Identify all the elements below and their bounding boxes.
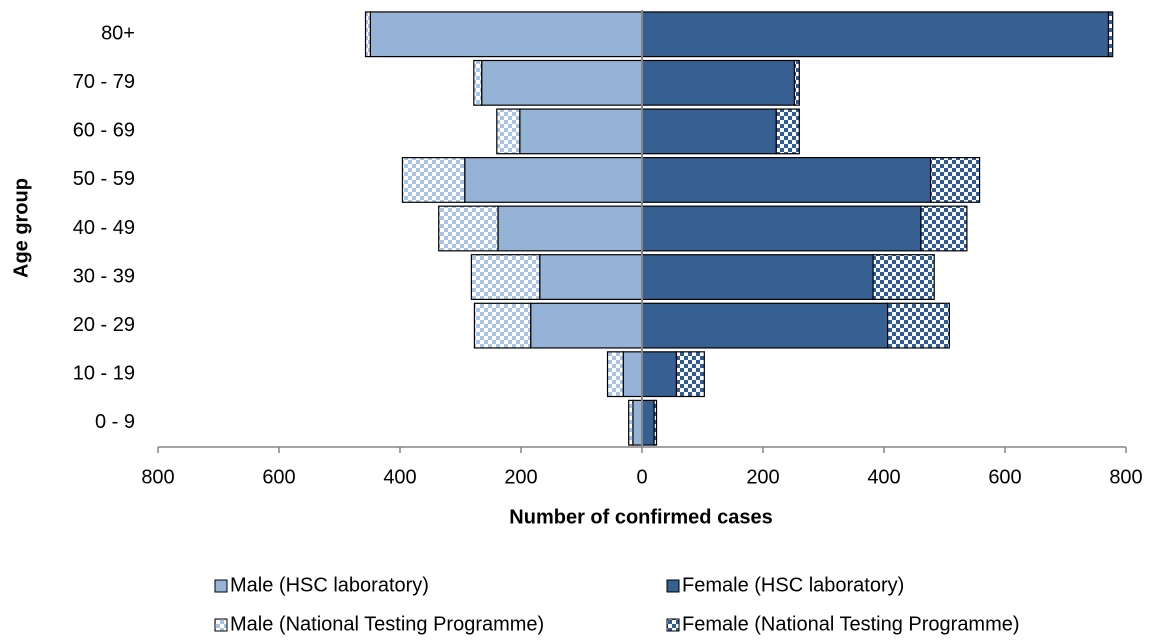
bar [775, 108, 800, 155]
bar [628, 399, 634, 446]
y-tick-label: 80+ [101, 23, 135, 45]
bar [497, 205, 643, 252]
legend-swatch [214, 618, 228, 632]
y-tick-label: 70 - 79 [73, 71, 135, 93]
bar [622, 351, 643, 398]
bar [369, 11, 643, 58]
legend-label: Female (HSC laboratory) [682, 574, 904, 596]
bar [530, 302, 643, 349]
bar [929, 157, 981, 203]
legend-swatch [666, 618, 680, 632]
bar [641, 59, 796, 106]
bar [641, 205, 922, 252]
x-axis-title: Number of confirmed cases [509, 506, 772, 528]
legend-label: Male (HSC laboratory) [230, 574, 429, 596]
bar [464, 157, 643, 203]
bar [1107, 11, 1114, 58]
bar [641, 351, 678, 398]
bar [641, 157, 932, 203]
x-tick-label: 800 [141, 466, 174, 488]
bar [470, 254, 541, 300]
bar [606, 351, 624, 398]
bar [473, 59, 483, 106]
bar [793, 59, 800, 106]
legend-label: Female (National Testing Programme) [682, 613, 1020, 635]
bar [675, 351, 705, 398]
x-tick-label: 600 [988, 466, 1021, 488]
x-tick-label: 400 [383, 466, 416, 488]
y-tick-label: 40 - 49 [73, 217, 135, 239]
bar [401, 157, 466, 203]
x-tick-label: 400 [867, 466, 900, 488]
bar [641, 302, 889, 349]
x-tick-label: 200 [504, 466, 537, 488]
bar [641, 254, 874, 300]
x-tick-label: 800 [1109, 466, 1142, 488]
bar [364, 11, 371, 58]
bar [473, 302, 532, 349]
y-tick-label: 60 - 69 [73, 120, 135, 142]
x-tick-label: 200 [746, 466, 779, 488]
bar [632, 399, 643, 446]
bar [481, 59, 643, 106]
bar [438, 205, 499, 252]
y-axis-title: Age group [10, 178, 32, 278]
bar [872, 254, 935, 300]
legend-label: Male (National Testing Programme) [230, 613, 544, 635]
bar [641, 399, 655, 446]
y-tick-label: 20 - 29 [73, 314, 135, 336]
y-tick-label: 30 - 39 [73, 265, 135, 287]
bar [653, 399, 658, 446]
bar [920, 205, 968, 252]
bar [641, 11, 1110, 58]
bar [539, 254, 643, 300]
bar [519, 108, 643, 155]
x-tick-label: 0 [636, 466, 647, 488]
legend-swatch [666, 579, 680, 593]
y-tick-label: 50 - 59 [73, 168, 135, 190]
y-tick-label: 0 - 9 [95, 411, 135, 433]
y-tick-label: 10 - 19 [73, 362, 135, 384]
bar [496, 108, 521, 155]
bar [641, 108, 777, 155]
x-tick-label: 600 [262, 466, 295, 488]
bar [887, 302, 950, 349]
legend-swatch [214, 579, 228, 593]
